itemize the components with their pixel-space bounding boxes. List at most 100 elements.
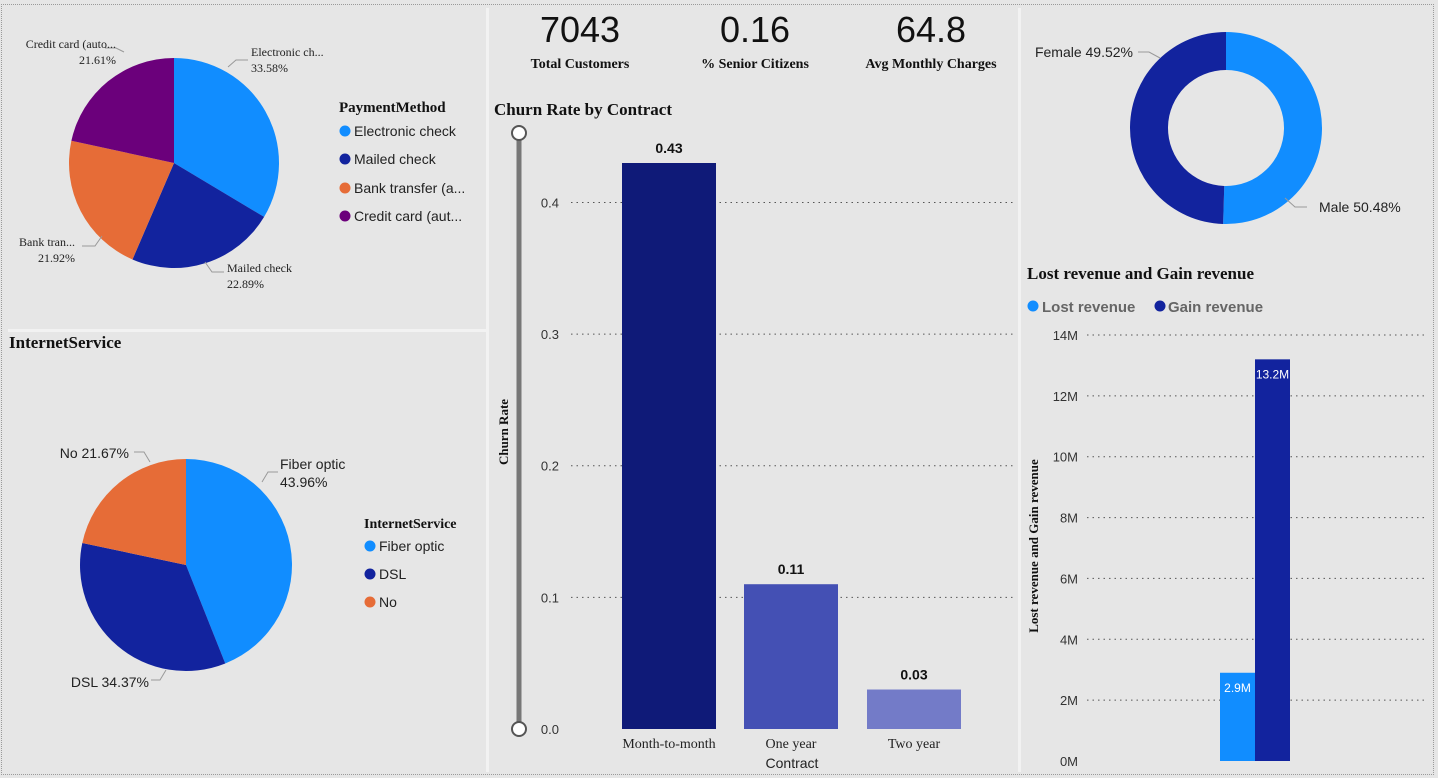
kpi-card-senior-citizens[interactable]: 0.16 % Senior Citizens: [701, 9, 809, 72]
y-axis-label: Churn Rate: [496, 399, 511, 465]
zoom-slider-handle-bottom[interactable]: [511, 721, 527, 737]
data-label: 13.2M: [1256, 367, 1289, 381]
internet-pie: [79, 459, 292, 671]
slice-label-pct: 33.58%: [251, 61, 288, 75]
pie-slice[interactable]: [132, 163, 265, 268]
legend-label: Bank transfer (a...: [354, 180, 465, 196]
pie-slice[interactable]: [79, 542, 226, 671]
pie-slice[interactable]: [69, 140, 174, 260]
data-label: 0.11: [778, 561, 805, 577]
legend-label: Electronic check: [354, 123, 457, 139]
pie-slice[interactable]: [1223, 32, 1322, 224]
slice-label-pct: 21.92%: [38, 251, 75, 265]
pie-slice[interactable]: [82, 459, 186, 565]
leader-line: [1284, 197, 1307, 208]
x-tick-label: One year: [766, 737, 817, 752]
panel-divider: [8, 329, 486, 332]
y-tick-label: 0.2: [541, 459, 559, 474]
pie-slice[interactable]: [1130, 32, 1226, 224]
legend-label: Credit card (aut...: [354, 208, 462, 224]
bar[interactable]: [1220, 672, 1255, 761]
legend-label: Lost revenue: [1042, 299, 1135, 316]
legend-item[interactable]: DSL: [364, 566, 407, 582]
data-label: 0.03: [900, 667, 927, 683]
legend-label: Mailed check: [354, 151, 437, 167]
data-label: 2.9M: [1224, 681, 1251, 695]
legend-item[interactable]: Credit card (aut...: [339, 208, 463, 224]
center-svg: 7043 Total Customers 0.16 % Senior Citiz…: [494, 9, 1014, 771]
legend-item[interactable]: Mailed check: [339, 151, 437, 167]
bar[interactable]: [1255, 359, 1290, 761]
bar[interactable]: [622, 163, 716, 729]
legend-item[interactable]: Electronic check: [339, 123, 457, 139]
zoom-slider[interactable]: [511, 125, 527, 737]
legend-title: PaymentMethod: [339, 100, 446, 116]
churn-bars: 0.43 Month-to-month 0.11 One year 0.03 Two ye…: [622, 140, 961, 752]
kpi-label: % Senior Citizens: [701, 57, 809, 72]
leader-line: [82, 235, 103, 247]
gender-donut-svg: Female 49.52% Male 50.48%: [1035, 32, 1401, 224]
payment-method-visual[interactable]: Electronic ch... 33.58% Mailed check 22.…: [0, 0, 486, 329]
legend-marker: [1027, 300, 1039, 312]
legend-marker: [339, 125, 351, 137]
x-tick-label: Month-to-month: [622, 737, 715, 752]
pie-slice[interactable]: [174, 58, 279, 217]
legend-label: Fiber optic: [379, 538, 444, 554]
slice-label: DSL 34.37%: [71, 674, 149, 690]
y-tick-label: 0.4: [541, 195, 559, 210]
legend-label: No: [379, 594, 397, 610]
y-tick-label: 0.0: [541, 722, 559, 737]
legend-title: InternetService: [364, 517, 457, 532]
slice-label-name: Bank tran...: [19, 235, 75, 249]
slice-label-name: Electronic ch...: [251, 45, 324, 59]
legend-label: DSL: [379, 566, 406, 582]
pie-slice[interactable]: [71, 58, 174, 163]
slice-label-pct: 21.61%: [79, 53, 116, 67]
slice-label-name: Mailed check: [227, 261, 292, 275]
legend-item[interactable]: Fiber optic: [364, 538, 445, 554]
legend-item[interactable]: No: [364, 594, 398, 610]
y-axis-label: Lost revenue and Gain revenue: [1026, 459, 1041, 633]
y-tick-label: 12M: [1053, 389, 1078, 404]
slice-label-pct: 22.89%: [227, 277, 264, 291]
zoom-slider-handle-top[interactable]: [511, 125, 527, 141]
internet-service-visual[interactable]: InternetService Fiber optic 43.96% DSL 3…: [0, 332, 486, 776]
slice-label: No 21.67%: [60, 445, 129, 461]
legend-item[interactable]: Lost revenue: [1027, 299, 1136, 316]
y-tick-label: 0.3: [541, 327, 559, 342]
gender-donut-visual[interactable]: Female 49.52% Male 50.48%: [1021, 0, 1438, 255]
revenue-visual[interactable]: Lost revenue and Gain revenue Lost reven…: [1021, 255, 1438, 778]
legend-item[interactable]: Bank transfer (a...: [339, 180, 466, 196]
data-label: 0.43: [655, 140, 682, 156]
bar[interactable]: [744, 584, 838, 729]
kpi-label: Avg Monthly Charges: [865, 57, 997, 72]
slice-label-name: Fiber optic: [280, 456, 345, 472]
kpi-card-total-customers[interactable]: 7043 Total Customers: [531, 9, 630, 72]
legend-marker: [364, 540, 376, 552]
legend-marker: [364, 596, 376, 608]
kpi-value: 7043: [540, 9, 620, 50]
x-axis-label: Contract: [766, 755, 819, 771]
panel-divider: [1018, 8, 1021, 772]
kpi-value: 0.16: [720, 9, 790, 50]
kpi-card-avg-monthly-charges[interactable]: 64.8 Avg Monthly Charges: [865, 9, 997, 72]
revenue-svg: Lost revenue and Gain revenue Lost reven…: [1026, 264, 1428, 769]
y-tick-label: 0.1: [541, 590, 559, 605]
x-tick-label: Two year: [888, 737, 941, 752]
slice-label-pct: 43.96%: [280, 474, 327, 490]
visual-title: InternetService: [9, 333, 122, 352]
payment-pie: [69, 58, 279, 268]
bar[interactable]: [867, 689, 961, 729]
pie-slice[interactable]: [186, 459, 292, 664]
leader-line: [261, 471, 278, 483]
donut-label-female: Female 49.52%: [1035, 44, 1133, 60]
kpi-value: 64.8: [896, 9, 966, 50]
legend-item[interactable]: Gain revenue: [1154, 299, 1264, 316]
legend-marker: [339, 182, 351, 194]
kpi-label: Total Customers: [531, 57, 630, 72]
center-panel: 7043 Total Customers 0.16 % Senior Citiz…: [489, 0, 1018, 778]
gender-donut: [1130, 32, 1322, 224]
leader-line: [105, 47, 125, 53]
legend-marker: [1154, 300, 1166, 312]
